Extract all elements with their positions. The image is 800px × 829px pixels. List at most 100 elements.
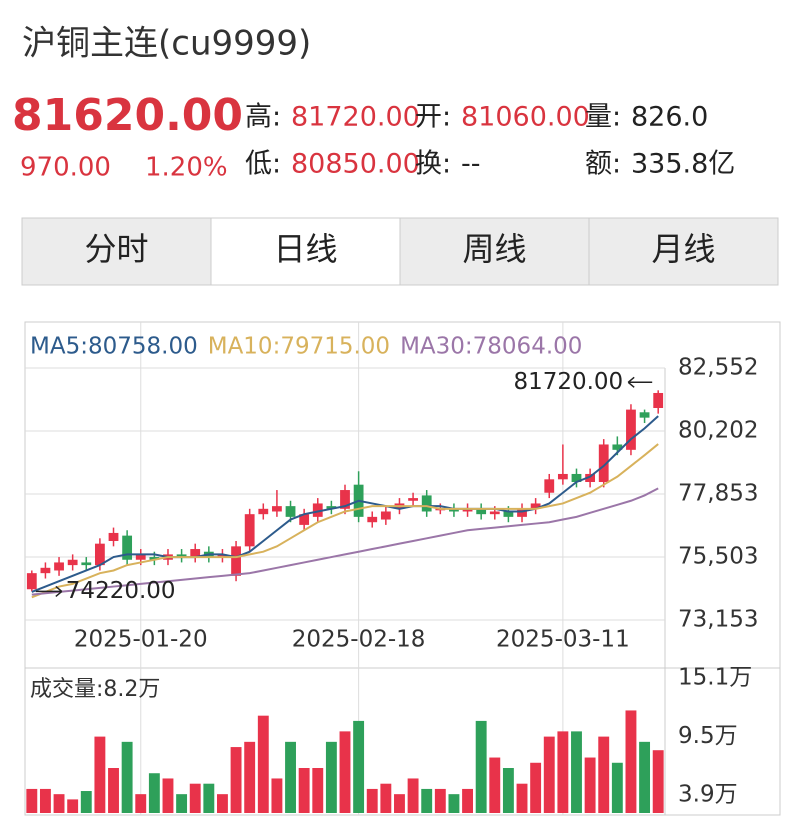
volume-bar (448, 794, 460, 813)
candle-body (408, 498, 418, 501)
candle-body (176, 554, 187, 558)
volume-bar (39, 788, 51, 813)
volume-bar (625, 710, 637, 813)
candle-body (326, 506, 337, 509)
volume-bar (257, 715, 269, 813)
tab-label[interactable]: 分时 (84, 230, 148, 268)
max-label: 81720.00 (513, 369, 623, 395)
volume-bar (217, 794, 228, 813)
candle-body (367, 516, 378, 523)
volume-bar (162, 778, 174, 813)
volume-bar (571, 731, 582, 813)
volume-bar (230, 747, 242, 813)
volume-bar (543, 736, 555, 813)
candle-body (503, 511, 514, 517)
volume-bar (244, 741, 256, 813)
change: 970.00 (20, 153, 111, 183)
candle-body (122, 535, 133, 560)
candle-body (639, 412, 650, 418)
candle-body (190, 549, 201, 558)
stat-label: 量: (585, 102, 621, 133)
change-pct: 1.20% (145, 153, 228, 183)
y-tick-label: 77,853 (678, 480, 758, 506)
volume-bar (121, 741, 133, 813)
max-arrow (627, 376, 653, 388)
stat-label: 开: (415, 102, 451, 133)
volume-bar (271, 778, 283, 813)
stat-label: 高: (245, 102, 281, 133)
volume-bar (94, 736, 106, 813)
candle-body (81, 562, 92, 566)
volume-bar (366, 788, 378, 813)
volume-bar (557, 731, 569, 813)
candle-body (421, 495, 432, 512)
candle-body (312, 503, 323, 517)
volume-bar (502, 768, 514, 813)
volume-bar (462, 788, 473, 813)
candle-body (544, 479, 555, 493)
volume-bar (339, 731, 351, 813)
y-tick-label: 80,202 (678, 418, 758, 444)
stat-value: 81060.00 (461, 102, 590, 133)
candle-body (26, 573, 37, 590)
volume-bar (325, 741, 337, 813)
volume-bar (407, 778, 419, 813)
candle-body (462, 508, 473, 512)
title: 沪铜主连(cu9999) (22, 24, 311, 64)
volume-bar (394, 794, 405, 813)
volume-bar (298, 768, 310, 813)
volume-bar (475, 720, 487, 813)
candle-body (380, 511, 391, 520)
tab-label[interactable]: 周线 (462, 230, 526, 268)
stat-value: 80850.00 (291, 149, 420, 180)
y-tick-label: 75,503 (678, 543, 758, 569)
stat-value: -- (461, 149, 481, 180)
volume-bar (598, 736, 610, 813)
tab[interactable] (588, 217, 779, 286)
candle-body (612, 444, 623, 450)
candle-body (299, 514, 310, 525)
candle-body (67, 559, 78, 566)
price: 81620.00 (12, 90, 243, 141)
tab-label[interactable]: 月线 (651, 230, 715, 268)
candle-body (94, 543, 105, 566)
volume-bar (312, 768, 324, 813)
volume-bar (652, 750, 664, 813)
stat-value: 81720.00 (291, 102, 420, 133)
tab-label[interactable]: 日线 (273, 230, 337, 268)
candle-body (285, 506, 296, 517)
legend-entry: MA10:79715.00 (208, 334, 390, 360)
min-label: 74220.00 (66, 578, 176, 604)
min-arrow (35, 585, 63, 597)
volume-bar (530, 762, 542, 813)
volume-bar (203, 783, 215, 813)
volume-bar (516, 783, 528, 813)
candle-body (340, 490, 350, 509)
candle-body (231, 546, 241, 576)
y-tick-label: 82,552 (678, 355, 758, 381)
stat-label: 低: (245, 149, 281, 180)
tab[interactable] (210, 217, 401, 286)
candle-body (54, 562, 64, 571)
volume-bar (421, 788, 433, 813)
legend-entry: MA30:78064.00 (400, 334, 582, 360)
stat-value: 335.8亿 (631, 149, 735, 180)
candle-body (571, 473, 582, 483)
candle-body (585, 473, 596, 483)
ma-line (31, 443, 659, 599)
candle-body (626, 409, 636, 450)
x-tick-label: 2025-01-20 (74, 627, 208, 653)
tab[interactable] (399, 217, 590, 286)
volume-bar (108, 768, 119, 813)
candle-body (476, 508, 487, 515)
legend-entry: MA5:80758.00 (30, 334, 198, 360)
stat-label: 额: (585, 149, 621, 180)
volume-bar (380, 783, 392, 813)
candle-body (108, 532, 119, 541)
candle-body (217, 554, 228, 558)
vol-tick-label: 3.9万 (678, 782, 738, 808)
candle-body (489, 511, 500, 515)
volume-bar (434, 788, 446, 813)
tab[interactable] (21, 217, 212, 286)
